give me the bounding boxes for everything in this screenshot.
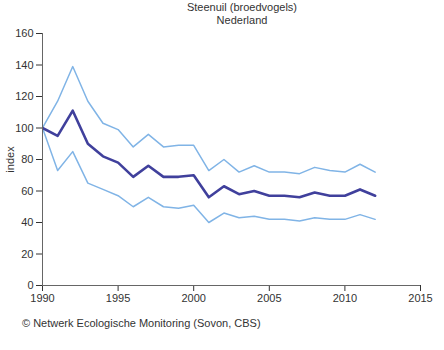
svg-text:2005: 2005 [257,292,281,304]
svg-text:140: 140 [15,59,33,71]
svg-text:1990: 1990 [30,292,54,304]
svg-text:20: 20 [21,248,33,260]
svg-text:2000: 2000 [181,292,205,304]
svg-text:0: 0 [27,279,33,291]
svg-text:80: 80 [21,153,33,165]
svg-text:1995: 1995 [106,292,130,304]
svg-text:2010: 2010 [333,292,357,304]
html-text:Steenuil (broedvogels): Steenuil (broedvogels) [187,1,297,13]
svg-text:100: 100 [15,122,33,134]
svg-text:160: 160 [15,27,33,39]
html-text:© Netwerk Ecologische Monitori: © Netwerk Ecologische Monitoring (Sovon,… [22,317,261,329]
html-text:Nederland: Nederland [216,14,268,26]
svg-text:60: 60 [21,185,33,197]
svg-text:index: index [4,146,16,173]
svg-text:40: 40 [21,216,33,228]
svg-text:2015: 2015 [408,292,432,304]
svg-text:120: 120 [15,90,33,102]
